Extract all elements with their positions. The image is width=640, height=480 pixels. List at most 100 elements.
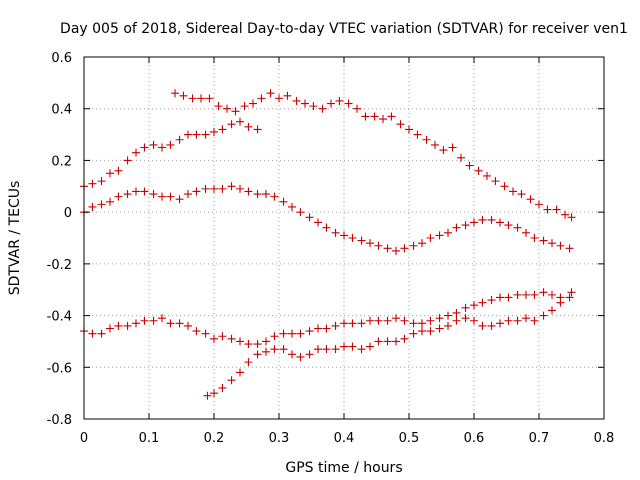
data-point-marker [132,187,140,196]
data-point-marker [201,329,210,338]
data-point-marker [392,337,400,346]
data-point-marker [543,205,552,214]
data-point-marker [418,327,426,336]
data-point-marker [335,96,344,105]
data-point-marker [322,345,331,354]
data-point-marker [97,177,106,186]
data-point-marker [123,190,132,199]
y-tick-label: -0.8 [47,413,72,428]
x-tick-label: 0.8 [594,431,615,446]
data-point-marker [504,221,513,230]
data-point-marker [114,321,123,330]
data-point-marker [465,161,474,170]
data-point-marker [435,324,444,333]
data-point-marker [140,187,149,196]
data-point-marker [218,184,227,193]
axes: 0 0.1 0.2 0.3 0.4 0.5 0.6 0.7 0.8 -0.8 -0.6 -0.4 -0.… [47,51,615,446]
data-point-marker [370,112,379,121]
data-point-marker [491,177,500,186]
data-point-marker [318,104,327,113]
data-point-marker [262,190,270,199]
data-point-marker [426,234,435,242]
y-tick-label: 0.2 [51,154,72,169]
data-point-marker [240,102,249,111]
data-point-marker [184,190,192,199]
data-point-marker [513,316,522,325]
data-point-marker [97,329,106,338]
y-tick-label: 0.6 [51,51,72,66]
data-point-marker [227,120,236,129]
data-point-marker [400,244,409,253]
data-point-marker [292,96,301,105]
data-point-marker [158,143,166,152]
data-point-marker [227,182,236,191]
data-point-marker [361,112,370,121]
data-point-marker [279,197,288,206]
data-point-marker [296,208,305,217]
data-point-marker [504,316,513,325]
data-point-marker [244,340,253,349]
x-tick-label: 0.5 [399,431,420,446]
data-point-marker [487,321,496,330]
y-tick-label: -0.4 [47,310,72,325]
data-point-marker [253,340,262,349]
data-point-marker [470,301,478,310]
data-point-marker [140,316,149,325]
data-point-marker [431,140,439,149]
data-point-marker [97,200,106,209]
data-point-marker [114,166,123,175]
data-point-marker [296,329,305,338]
data-point-marker [366,316,374,325]
data-point-marker [314,324,322,333]
data-point-marker [374,241,383,250]
data-point-marker [253,190,262,199]
data-point-marker [197,94,205,103]
data-point-marker [392,314,400,323]
data-point-marker [357,345,366,354]
data-point-marker [201,130,210,139]
data-point-marker [244,187,253,196]
data-point-marker [392,246,400,255]
data-point-marker [218,125,227,134]
y-axis-label: SDTVAR / TECUs [7,181,23,296]
data-point-marker [106,169,114,178]
data-point-marker [106,324,114,333]
data-point-marker [409,241,418,250]
data-point-marker [522,290,530,299]
data-point-marker [166,140,175,149]
data-point-marker [548,290,556,299]
x-tick-label: 0.3 [269,431,290,446]
data-point-marker [253,125,262,134]
data-point-marker [192,187,201,196]
data-point-marker [383,337,392,346]
data-point-marker [231,107,240,116]
data-point-marker [461,221,470,230]
data-point-marker [158,314,166,323]
data-point-marker [348,342,357,351]
data-point-marker [236,184,244,193]
data-point-marker [236,368,244,377]
data-point-marker [218,332,227,341]
data-point-marker [435,314,444,323]
data-point-marker [565,293,574,302]
series-track-upper-b [171,89,576,222]
data-point-marker [567,288,576,297]
data-point-marker [552,205,561,214]
data-point-marker [309,102,318,111]
data-point-marker [140,143,149,152]
data-point-marker [218,383,227,392]
data-point-marker [331,321,340,330]
data-point-marker [509,187,517,196]
data-point-marker [556,298,565,307]
data-point-marker [396,120,405,129]
data-point-marker [530,234,539,242]
data-point-marker [444,228,452,237]
plot-frame [83,56,605,420]
data-point-marker [223,104,231,113]
x-tick-label: 0.4 [334,431,355,446]
data-point-marker [236,117,244,126]
data-point-marker [413,130,422,139]
data-point-marker [496,319,504,328]
data-point-marker [175,195,184,204]
